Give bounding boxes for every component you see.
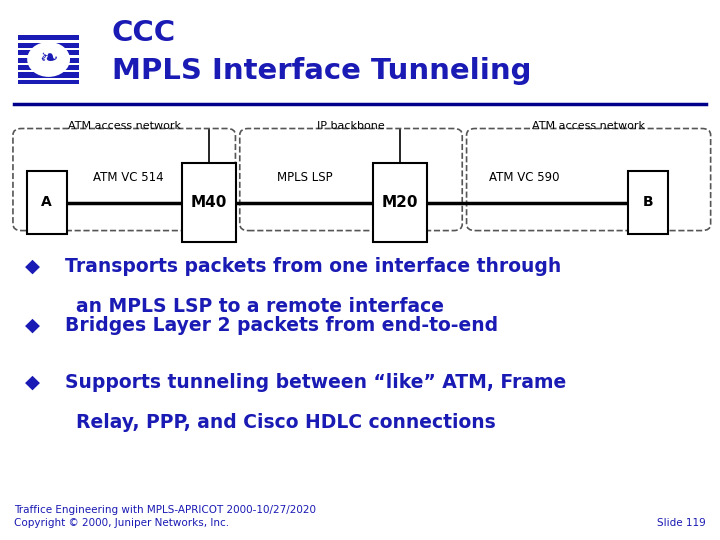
Text: Bridges Layer 2 packets from end-to-end: Bridges Layer 2 packets from end-to-end [65,316,498,335]
Text: Supports tunneling between “like” ATM, Frame: Supports tunneling between “like” ATM, F… [65,373,566,392]
Text: Relay, PPP, and Cisco HDLC connections: Relay, PPP, and Cisco HDLC connections [76,413,495,432]
Bar [373,163,426,241]
Text: ❧: ❧ [40,49,58,70]
Text: Traffice Engineering with MPLS-APRICOT 2000-10/27/2020
Copyright © 2000, Juniper: Traffice Engineering with MPLS-APRICOT 2… [14,505,316,528]
Text: MPLS Interface Tunneling: MPLS Interface Tunneling [112,57,531,85]
Text: M20: M20 [382,195,418,210]
Text: ◆: ◆ [25,316,40,335]
Text: ◆: ◆ [25,373,40,392]
Bar [18,35,79,84]
Text: ATM access network: ATM access network [68,120,181,131]
Text: ◆: ◆ [25,256,40,275]
Text: B: B [643,195,653,210]
Bar [18,40,79,43]
Text: ATM VC 514: ATM VC 514 [93,171,163,184]
Text: an MPLS LSP to a remote interface: an MPLS LSP to a remote interface [76,297,444,316]
Text: Slide 119: Slide 119 [657,518,706,528]
Text: MPLS LSP: MPLS LSP [276,171,333,184]
Text: ATM access network: ATM access network [532,120,645,131]
Text: M40: M40 [191,195,227,210]
Bar [628,172,668,233]
Text: ATM VC 590: ATM VC 590 [489,171,559,184]
Bar [18,70,79,72]
Bar [18,55,79,58]
Text: Transports packets from one interface through: Transports packets from one interface th… [65,256,561,275]
Bar [18,78,79,80]
Bar [18,63,79,65]
Bar [27,172,66,233]
Bar [18,48,79,50]
Text: A: A [42,195,52,210]
Text: IP backbone: IP backbone [317,120,385,131]
Ellipse shape [27,42,70,77]
Bar [181,163,236,241]
Text: CCC: CCC [112,19,176,47]
